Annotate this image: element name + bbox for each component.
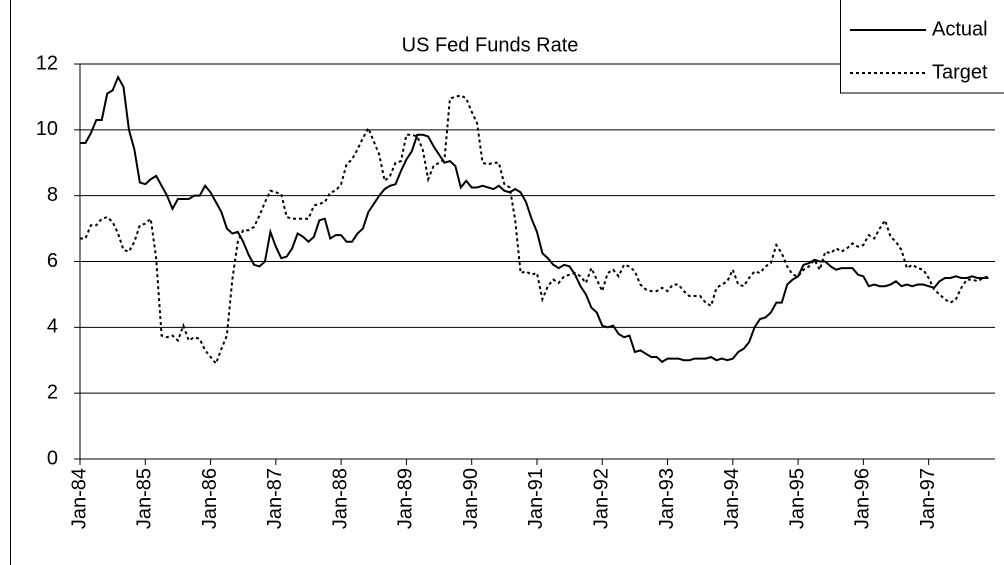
y-tick-label: 0 <box>47 447 58 469</box>
legend-box <box>840 0 1004 94</box>
x-tick-label: Jan-87 <box>264 468 286 529</box>
y-tick-label: 10 <box>36 118 58 140</box>
y-tick-label: 6 <box>47 250 58 272</box>
chart-title: US Fed Funds Rate <box>402 34 579 56</box>
x-tick-label: Jan-90 <box>460 468 482 529</box>
y-tick-label: 2 <box>47 381 58 403</box>
legend-label: Target <box>932 61 988 83</box>
y-tick-label: 8 <box>47 184 58 206</box>
x-tick-label: Jan-93 <box>656 468 678 529</box>
x-tick-label: Jan-97 <box>917 468 939 529</box>
x-tick-label: Jan-85 <box>134 468 156 529</box>
x-tick-label: Jan-94 <box>721 468 743 529</box>
chart-frame <box>10 0 1004 565</box>
legend-label: Actual <box>932 18 988 40</box>
x-tick-label: Jan-88 <box>329 468 351 529</box>
y-tick-label: 4 <box>47 316 58 338</box>
x-tick-label: Jan-92 <box>591 468 613 529</box>
x-tick-label: Jan-84 <box>68 468 90 529</box>
series-line <box>80 74 989 364</box>
x-tick-label: Jan-89 <box>395 468 417 529</box>
x-tick-label: Jan-95 <box>786 468 808 529</box>
series-line <box>80 94 989 366</box>
y-tick-label: 12 <box>36 52 58 74</box>
x-tick-label: Jan-96 <box>852 468 874 529</box>
x-tick-label: Jan-86 <box>199 468 221 529</box>
x-tick-label: Jan-91 <box>525 468 547 529</box>
